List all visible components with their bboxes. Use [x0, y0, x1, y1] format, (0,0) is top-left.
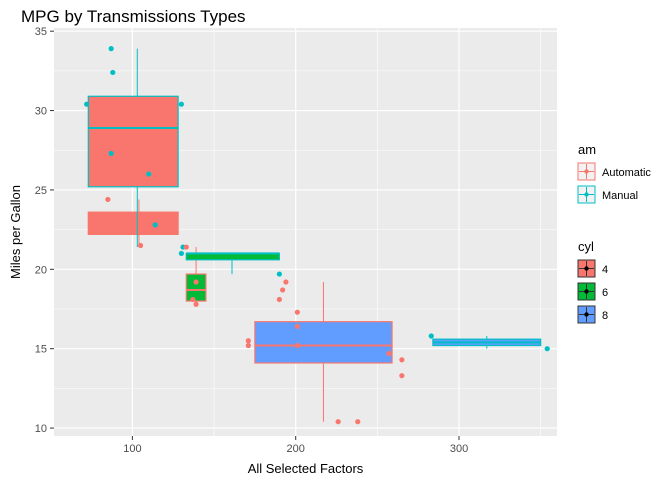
data-point	[84, 101, 90, 107]
box-body	[87, 211, 179, 235]
legend-cyl-key-point	[584, 312, 589, 317]
x-tick-label: 200	[287, 443, 305, 455]
y-tick-label: 15	[35, 344, 47, 356]
legend-am-title: am	[578, 142, 596, 157]
point-layer	[84, 46, 550, 425]
legend-cyl: cyl 4 6 8	[577, 239, 608, 324]
data-point	[245, 338, 251, 344]
legend-cyl-item: 8	[577, 305, 608, 324]
box-body	[254, 321, 393, 364]
legend-cyl-label: 8	[602, 310, 608, 322]
data-point	[190, 296, 196, 303]
legend-am-key-point	[584, 169, 589, 174]
x-axis-label: All Selected Factors	[248, 461, 364, 476]
data-point	[280, 287, 286, 293]
box-cyl4-manual	[87, 48, 179, 248]
data-point	[294, 309, 300, 315]
data-point	[146, 171, 152, 177]
legend-am-key-point	[584, 192, 589, 197]
data-point	[105, 196, 111, 203]
data-point	[193, 301, 199, 307]
box-layer	[87, 48, 542, 422]
data-point	[152, 222, 158, 228]
box-cyl8-automatic	[254, 282, 393, 422]
data-point	[245, 342, 251, 349]
legend-am-item: Automatic	[577, 162, 651, 181]
data-point	[294, 342, 300, 349]
legend-am-item: Manual	[577, 185, 638, 204]
data-point	[110, 69, 116, 76]
data-point	[399, 373, 405, 379]
data-point	[178, 250, 184, 257]
data-point	[178, 101, 184, 107]
y-axis: 10 15 20 25 30 35	[35, 26, 54, 435]
data-point	[137, 242, 144, 249]
box-body	[185, 273, 207, 302]
data-point	[283, 279, 289, 285]
data-point	[355, 419, 361, 425]
legend-cyl-key-point	[584, 289, 589, 294]
data-point	[428, 333, 434, 339]
data-point	[294, 323, 300, 330]
data-point	[183, 244, 189, 250]
box-cyl6-manual	[185, 252, 280, 275]
data-point	[544, 346, 550, 352]
legend-am-label: Manual	[602, 190, 638, 202]
legend-am-label: Automatic	[602, 167, 651, 179]
data-point	[276, 296, 282, 303]
box-cyl8-manual	[432, 335, 542, 349]
legend-cyl-item: 6	[577, 282, 608, 301]
y-axis-label: Miles per Gallon	[8, 185, 23, 279]
data-point	[276, 271, 282, 277]
legend-cyl-key-point	[584, 266, 589, 271]
x-tick-label: 300	[450, 443, 468, 455]
data-point	[108, 46, 114, 52]
data-point	[399, 357, 405, 363]
legend-cyl-title: cyl	[578, 239, 594, 254]
data-point	[386, 350, 392, 357]
legend-cyl-label: 4	[602, 264, 608, 276]
y-tick-label: 30	[35, 106, 47, 118]
data-point	[335, 419, 341, 425]
legend-cyl-item: 4	[577, 259, 608, 278]
box-body	[87, 95, 179, 188]
chart-title: MPG by Transmissions Types	[21, 7, 246, 26]
data-point	[193, 279, 199, 285]
legend-cyl-label: 6	[602, 287, 608, 299]
x-tick-label: 100	[123, 443, 141, 455]
x-axis: 100 200 300	[123, 436, 468, 455]
data-point	[167, 222, 173, 228]
legend-am: am Automatic Manual	[577, 142, 651, 204]
box-cyl6-automatic	[185, 247, 207, 305]
y-tick-label: 20	[35, 264, 47, 276]
data-point	[108, 150, 114, 157]
y-tick-label: 25	[35, 185, 47, 197]
box-cyl4-automatic	[87, 199, 179, 246]
y-tick-label: 35	[35, 26, 47, 38]
y-tick-label: 10	[35, 423, 47, 435]
